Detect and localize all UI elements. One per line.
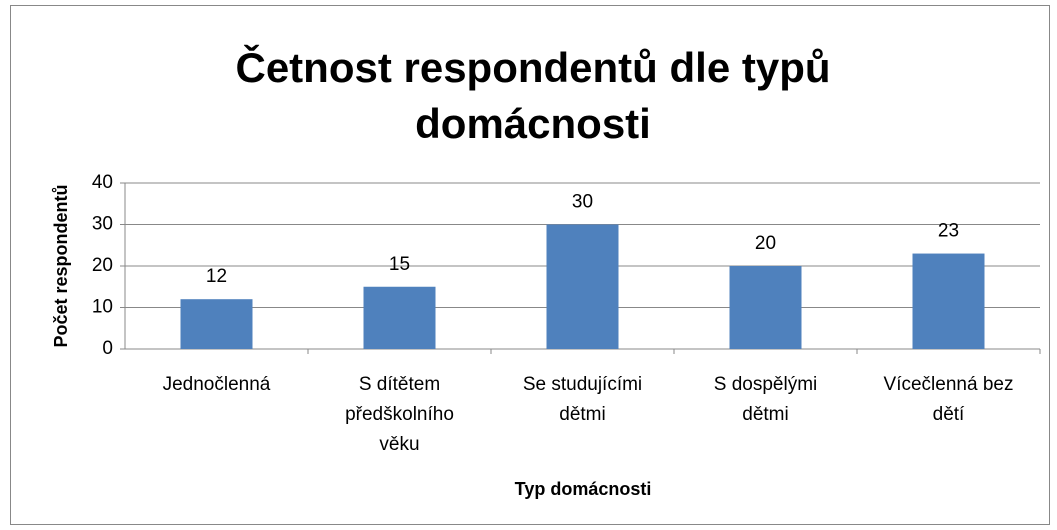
y-tick-label: 40 [92,172,113,193]
data-label: 20 [755,233,776,254]
data-label: 12 [206,266,227,287]
bar [363,286,436,349]
bar [729,266,802,349]
y-axis-label: Počet respondentů [51,184,71,347]
x-axis-label: Typ domácnosti [515,479,652,499]
x-tick-label: Vícečlenná bez dětí [883,374,1014,425]
bar [180,299,253,349]
x-tick-label: Se studujícími dětmi [522,374,643,425]
x-tick-label: S dospělými dětmi [713,374,818,425]
data-label: 15 [389,254,410,275]
y-tick-label: 0 [102,338,113,359]
data-label: 30 [572,192,593,213]
chart-border [10,5,1050,525]
y-tick-label: 10 [92,297,113,318]
y-tick-label: 30 [92,214,113,235]
y-tick-label: 20 [92,255,113,276]
x-tick-label: S dítětem předškolního věku [345,374,454,455]
data-label: 23 [938,221,959,242]
bar [912,253,985,349]
chart-title: Četnost respondentů dle typů domácnosti [235,44,831,147]
bar [546,224,619,349]
x-tick-label: Jednočlenná [162,374,271,395]
